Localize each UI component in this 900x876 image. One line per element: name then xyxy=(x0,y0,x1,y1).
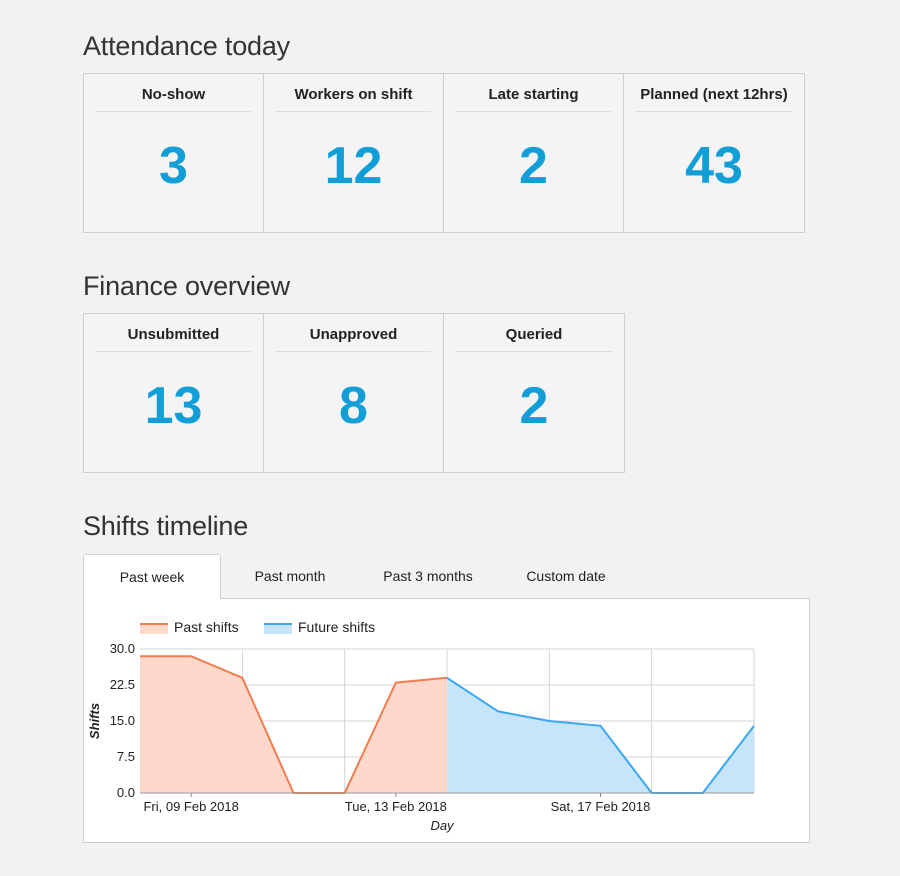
y-tick-label: 0.0 xyxy=(117,785,135,800)
chart-panel: 0.0 7.5 15.0 22.5 30.0 Fri, 09 Feb 2018 Tue, 1… xyxy=(83,598,810,843)
card-value: 2 xyxy=(519,377,549,435)
y-axis-label: Shifts xyxy=(87,703,102,739)
card-unapproved[interactable]: Unapproved 8 xyxy=(264,314,444,472)
finance-title: Finance overview xyxy=(83,271,290,301)
y-tick-label: 15.0 xyxy=(110,713,135,728)
shifts-chart: 0.0 7.5 15.0 22.5 30.0 Fri, 09 Feb 2018 Tue, 1… xyxy=(87,619,755,833)
card-value: 2 xyxy=(519,137,548,195)
y-tick-label: 30.0 xyxy=(110,641,135,656)
card-label: Queried xyxy=(505,326,563,343)
legend-swatch-future xyxy=(264,623,292,634)
legend-label-past: Past shifts xyxy=(174,619,239,635)
past-shifts-area xyxy=(140,656,447,793)
card-label: No-show xyxy=(141,86,206,103)
card-divider xyxy=(636,111,792,112)
card-label: Late starting xyxy=(488,86,579,103)
tab-custom-date[interactable]: Custom date xyxy=(526,568,606,584)
future-shifts-area xyxy=(447,677,754,793)
y-tick-label: 22.5 xyxy=(110,677,135,692)
tab-past-month[interactable]: Past month xyxy=(254,568,326,584)
tab-past-3-months[interactable]: Past 3 months xyxy=(383,568,473,584)
card-no-show[interactable]: No-show 3 xyxy=(84,74,264,232)
attendance-cards: No-show 3 Workers on shift 12 Late start… xyxy=(83,73,805,233)
card-divider xyxy=(96,111,251,112)
card-unsubmitted[interactable]: Unsubmitted 13 xyxy=(84,314,264,472)
finance-cards: Unsubmitted 13 Unapproved 8 Queried 2 xyxy=(83,313,625,473)
attendance-title: Attendance today xyxy=(83,31,290,61)
card-queried[interactable]: Queried 2 xyxy=(444,314,624,472)
card-value: 43 xyxy=(685,137,743,195)
legend-swatch-past xyxy=(140,623,168,634)
chart-axes: 0.0 7.5 15.0 22.5 30.0 Fri, 09 Feb 2018 Tue, 1… xyxy=(87,641,754,833)
chart-legend: Past shifts Future shifts xyxy=(140,619,375,635)
card-late-starting[interactable]: Late starting 2 xyxy=(444,74,624,232)
card-label: Unsubmitted xyxy=(127,326,220,343)
card-value: 13 xyxy=(144,377,203,435)
card-divider xyxy=(456,351,612,352)
card-label: Workers on shift xyxy=(294,86,413,103)
card-label: Unapproved xyxy=(309,326,398,343)
timeline-tabs: Past week Past month Past 3 months Custo… xyxy=(83,554,810,599)
tab-past-week[interactable]: Past week xyxy=(83,554,221,599)
card-workers-on-shift[interactable]: Workers on shift 12 xyxy=(264,74,444,232)
timeline-title: Shifts timeline xyxy=(83,511,249,541)
card-label: Planned (next 12hrs) xyxy=(640,86,788,103)
legend-label-future: Future shifts xyxy=(298,619,375,635)
card-divider xyxy=(456,111,611,112)
card-divider xyxy=(276,351,431,352)
card-divider xyxy=(96,351,251,352)
card-value: 8 xyxy=(339,377,368,435)
x-tick-label: Sat, 17 Feb 2018 xyxy=(551,799,651,814)
x-tick-label: Tue, 13 Feb 2018 xyxy=(345,799,447,814)
card-planned[interactable]: Planned (next 12hrs) 43 xyxy=(624,74,804,232)
x-tick-label: Fri, 09 Feb 2018 xyxy=(143,799,238,814)
y-tick-label: 7.5 xyxy=(117,749,135,764)
card-value: 3 xyxy=(159,137,188,195)
x-axis-label: Day xyxy=(430,818,455,833)
card-value: 12 xyxy=(324,137,383,195)
card-divider xyxy=(276,111,431,112)
